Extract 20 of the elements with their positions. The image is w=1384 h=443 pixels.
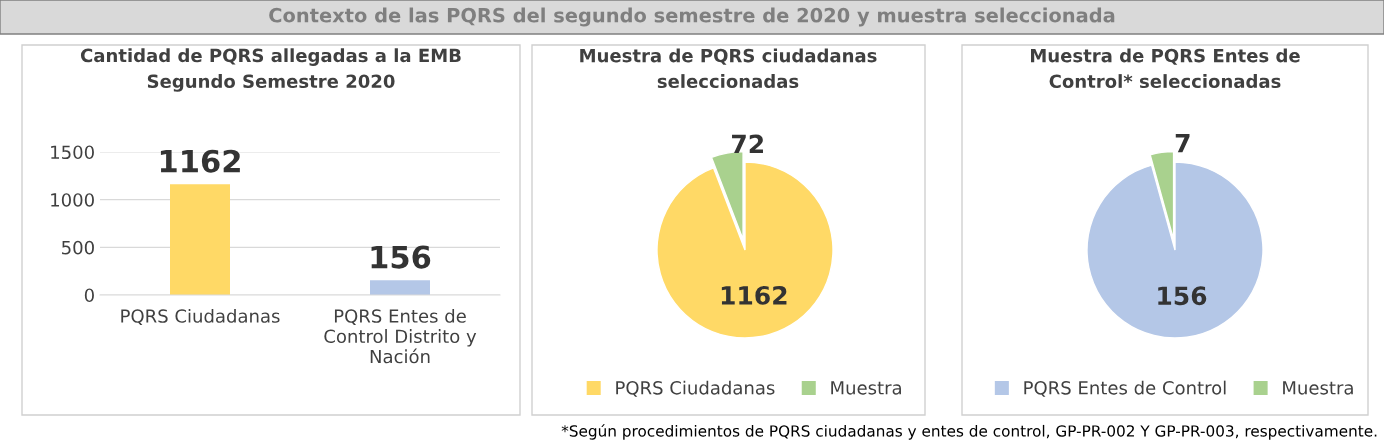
chart-title: Muestra de PQRS ciudadanas seleccionadas: [580, 48, 877, 89]
data-label: 156: [371, 245, 431, 269]
chart-title: Cantidad de PQRS allegadas a la EMB Segundo Semestre 2020: [80, 48, 461, 92]
legend-label: PQRS Entes de Control: [1024, 380, 1226, 397]
data-label: 156: [1158, 286, 1207, 306]
y-tick-label: 1500: [51, 145, 94, 160]
legend-label: Muestra: [1283, 381, 1353, 395]
x-tick-label: PQRS Entes de Control Distrito y Nación: [324, 308, 477, 364]
y-tick-label: 1000: [51, 193, 94, 207]
data-label: 1162: [721, 285, 787, 305]
chart-title: Muestra de PQRS Entes de Control* seleccionadas: [1031, 48, 1300, 89]
data-label: 7: [1175, 134, 1190, 153]
text: *Según procedimientos de PQRS ciudadanas y entes de control, GP-PR-002 Y GP-PR-003, respectivamente.: [561, 424, 1377, 440]
legend-label: Muestra: [831, 381, 901, 395]
y-tick-label: 500: [62, 240, 94, 255]
data-label: 1162: [160, 149, 240, 173]
y-tick-label: 0: [84, 288, 94, 303]
text: Contexto de las PQRS del segundo semestre de 2020 y muestra seleccionada: [269, 7, 1115, 27]
data-label: 72: [732, 134, 763, 154]
legend-label: PQRS Ciudadanas: [616, 380, 775, 397]
